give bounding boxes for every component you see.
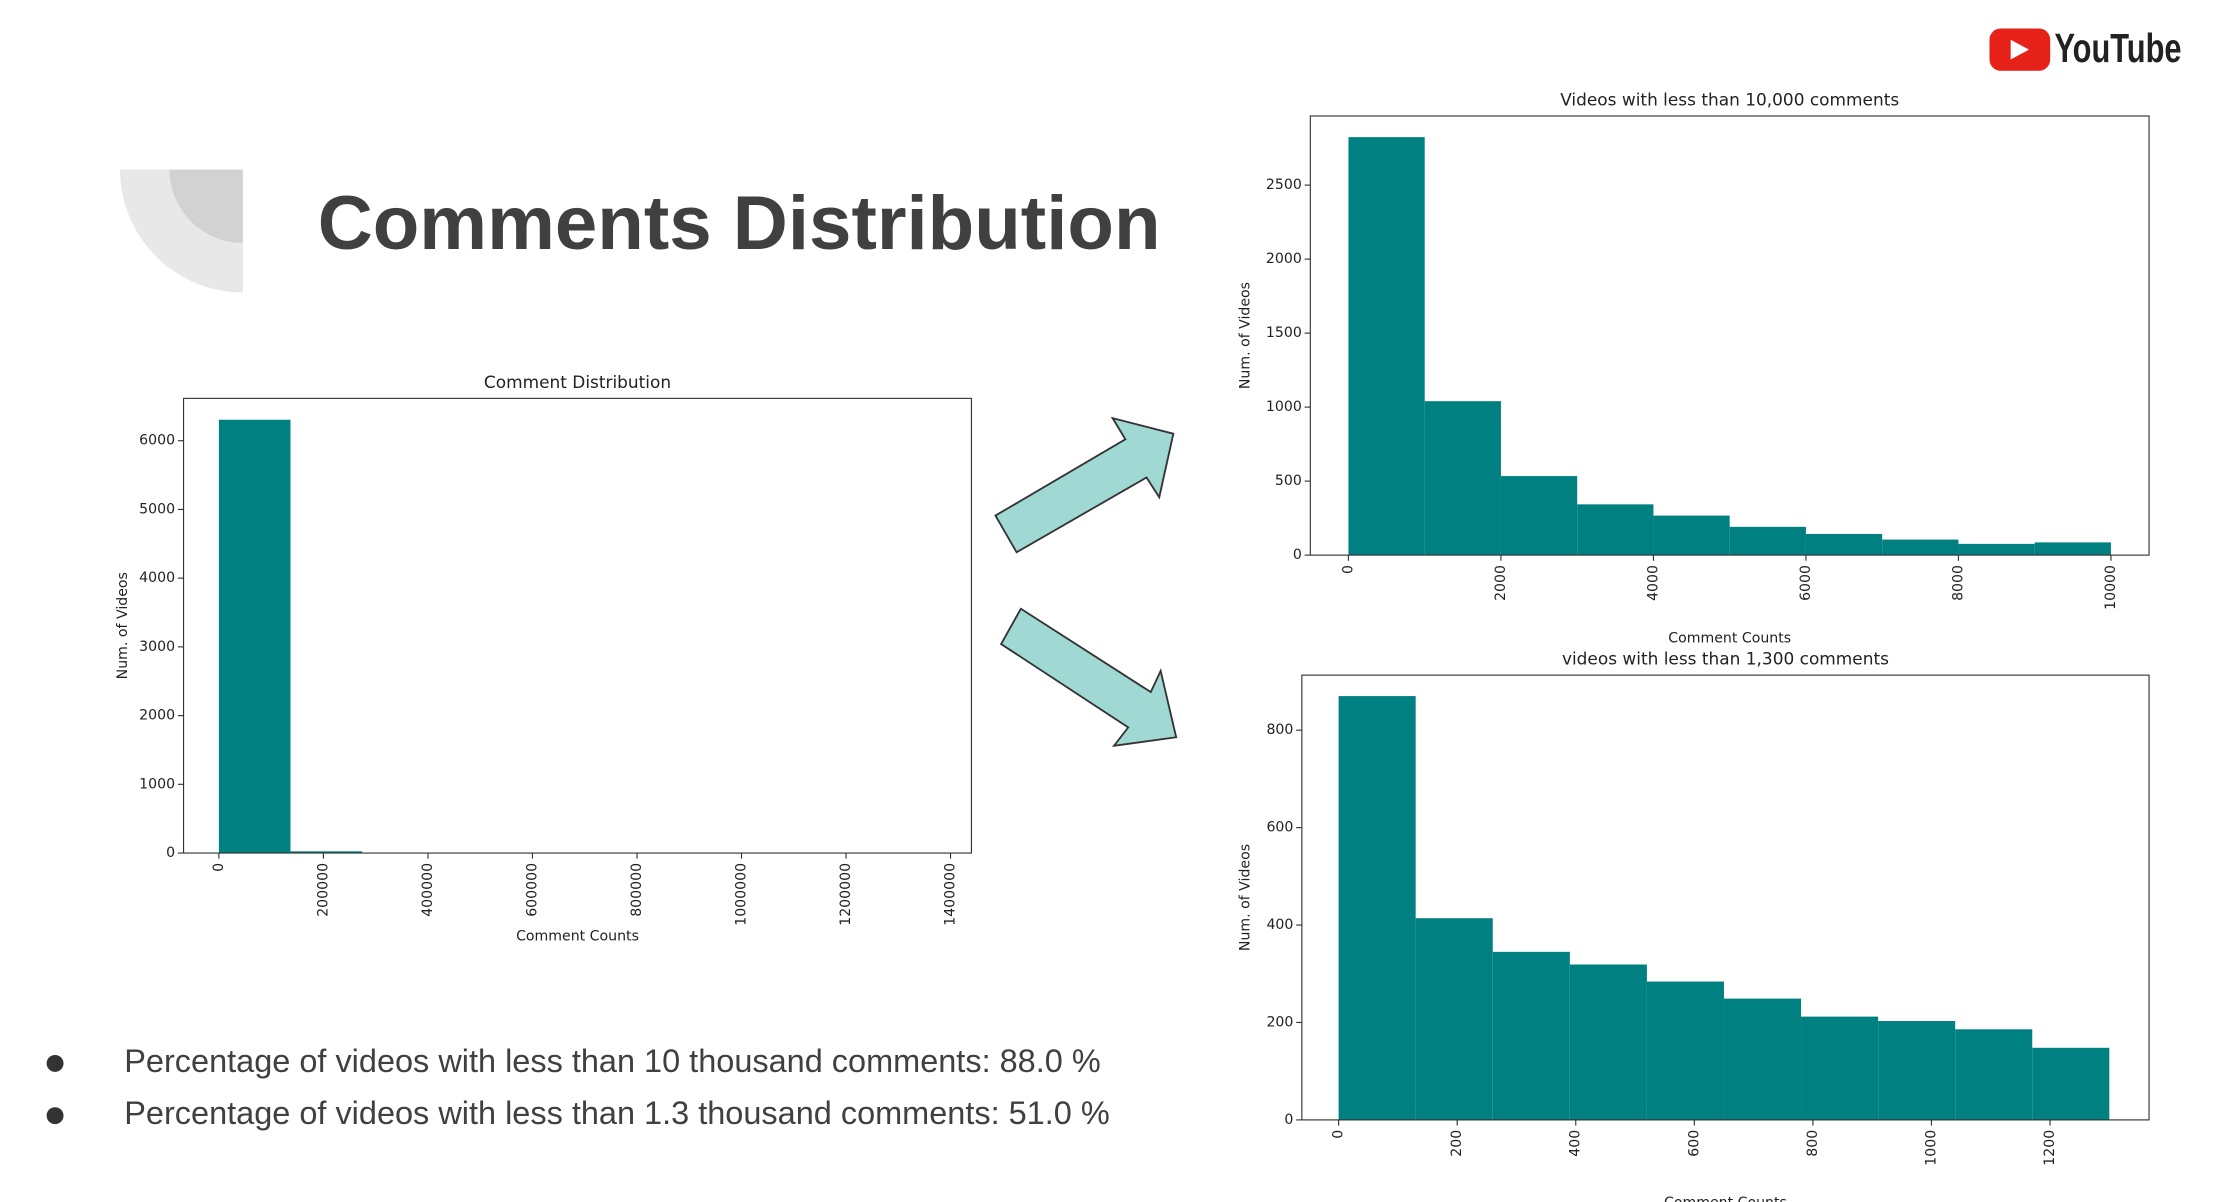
logo-play xyxy=(2010,39,2030,60)
bar xyxy=(290,851,363,854)
x-tick-label: 1000000 xyxy=(733,863,749,926)
chart-title: videos with less than 1,300 comments xyxy=(1562,649,1889,669)
y-axis-label: Num. of Videos xyxy=(1237,844,1253,951)
y-tick-label: 0 xyxy=(166,845,175,861)
arrow xyxy=(994,416,1175,554)
arrow xyxy=(999,607,1178,747)
x-tick-label: 800 xyxy=(1805,1130,1821,1157)
x-tick-label: 400000 xyxy=(420,863,436,917)
plot-frame xyxy=(1309,115,2150,556)
bullet-text: Percentage of videos with less than 10 t… xyxy=(124,1043,1100,1079)
y-tick-label: 6000 xyxy=(139,433,175,449)
plot-frame xyxy=(1301,674,2150,1121)
bar xyxy=(1424,401,1501,556)
bar xyxy=(1569,964,1647,1120)
slide-title: Comments Distribution xyxy=(318,181,1161,266)
bar xyxy=(2032,1047,2110,1120)
y-tick-label: 400 xyxy=(1266,917,1293,933)
y-tick-label: 2000 xyxy=(139,708,175,724)
x-tick-label: 800000 xyxy=(629,863,645,917)
bar xyxy=(218,419,291,854)
y-tick-label: 200 xyxy=(1266,1014,1293,1030)
x-tick-label: 600 xyxy=(1686,1130,1702,1157)
bar xyxy=(1955,1029,2033,1120)
decoration xyxy=(169,169,243,244)
x-tick-label: 8000 xyxy=(1950,565,1966,601)
bar xyxy=(1882,539,1959,556)
y-tick-label: 4000 xyxy=(139,570,175,586)
x-tick-label: 1000 xyxy=(1923,1130,1939,1166)
x-axis-label: Comment Counts xyxy=(1664,1195,1787,1202)
bar xyxy=(1958,543,2035,556)
y-tick-label: 2500 xyxy=(1266,177,1302,193)
x-tick-label: 200000 xyxy=(315,863,331,917)
y-tick-label: 2000 xyxy=(1266,251,1302,267)
y-tick-label: 3000 xyxy=(139,639,175,655)
x-axis-label: Comment Counts xyxy=(516,928,639,944)
chart-title: Comment Distribution xyxy=(484,372,671,392)
x-tick-label: 0 xyxy=(1331,1130,1347,1139)
bar xyxy=(1492,951,1570,1120)
x-tick-label: 1400000 xyxy=(943,863,959,926)
bullet-text: Percentage of videos with less than 1.3 … xyxy=(124,1095,1109,1131)
bar xyxy=(1723,998,1802,1120)
y-tick-label: 800 xyxy=(1266,722,1293,738)
bar xyxy=(1646,981,1724,1120)
bar xyxy=(1801,1016,1879,1120)
bar xyxy=(1500,476,1578,556)
bar xyxy=(1338,696,1416,1120)
bar xyxy=(1415,918,1493,1120)
y-tick-label: 0 xyxy=(1284,1112,1293,1128)
bullet-dot xyxy=(46,1107,64,1125)
bar xyxy=(1653,515,1730,556)
bar xyxy=(1805,533,1883,556)
x-tick-label: 10000 xyxy=(2103,565,2119,610)
x-tick-label: 400 xyxy=(1568,1130,1584,1157)
chart-title: Videos with less than 10,000 comments xyxy=(1560,89,1899,109)
x-tick-label: 0 xyxy=(1340,565,1356,574)
y-tick-label: 1000 xyxy=(1266,399,1302,415)
logo-text: YouTube xyxy=(2054,25,2181,71)
x-tick-label: 0 xyxy=(211,863,227,872)
bar xyxy=(1348,137,1425,556)
y-tick-label: 0 xyxy=(1293,547,1302,563)
x-tick-label: 200 xyxy=(1449,1130,1465,1157)
y-tick-label: 1000 xyxy=(139,776,175,792)
bar xyxy=(1878,1021,1956,1120)
x-tick-label: 6000 xyxy=(1798,565,1814,601)
bar xyxy=(2034,542,2111,556)
y-axis-label: Num. of Videos xyxy=(115,572,131,679)
y-tick-label: 1500 xyxy=(1266,325,1302,341)
y-tick-label: 600 xyxy=(1266,820,1293,836)
y-tick-label: 500 xyxy=(1275,473,1302,489)
bar xyxy=(1729,526,1806,556)
plot-frame xyxy=(182,397,973,854)
x-tick-label: 600000 xyxy=(524,863,540,917)
x-tick-label: 1200 xyxy=(2042,1130,2058,1166)
x-tick-label: 4000 xyxy=(1645,565,1661,601)
y-tick-label: 5000 xyxy=(139,501,175,517)
x-axis-label: Comment Counts xyxy=(1668,630,1791,646)
x-tick-label: 1200000 xyxy=(838,863,854,926)
x-tick-label: 2000 xyxy=(1493,565,1509,601)
bullet-dot xyxy=(46,1054,64,1072)
bar xyxy=(1577,504,1654,556)
y-axis-label: Num. of Videos xyxy=(1237,282,1253,389)
